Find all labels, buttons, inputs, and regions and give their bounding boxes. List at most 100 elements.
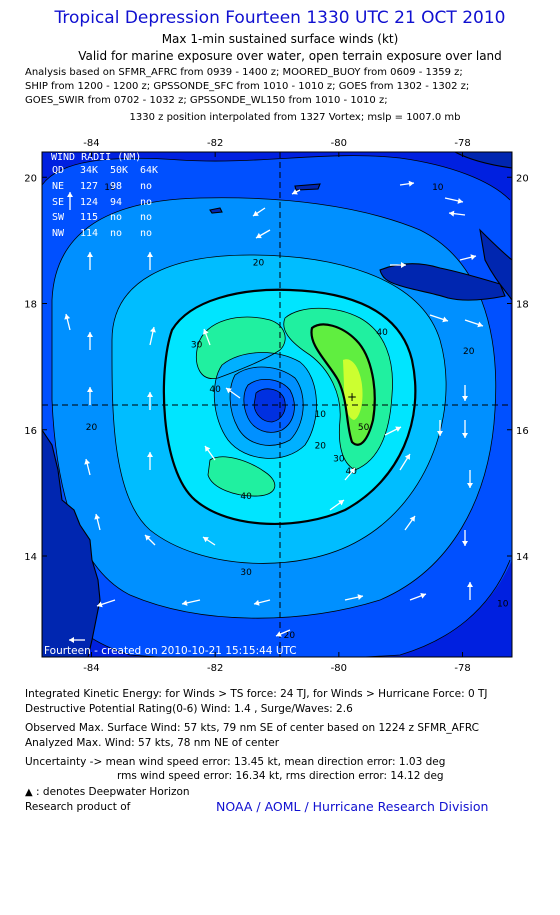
chart-subtitle-exposure: Valid for marine exposure over water, op… [78,49,502,63]
contour-band-40-sw [208,456,275,497]
wind-radii-cell: 98 [110,181,122,192]
wind-radii-cell: 124 [80,197,98,208]
wind-arrow [467,470,473,488]
wind-radii-cell: no [140,197,152,208]
x-tick-label: -84 [83,138,99,149]
wind-arrow [344,594,364,601]
wind-radii-cell: 127 [80,181,98,192]
ike-line: Integrated Kinetic Energy: for Winds > T… [25,688,488,700]
contour-label: 50 [358,423,370,433]
wind-radii-cell: SW [52,212,65,223]
observed-max-wind-line: Observed Max. Surface Wind: 57 kts, 79 n… [25,722,480,734]
uncertainty-mean-line: Uncertainty -> mean wind speed error: 13… [25,756,446,768]
wind-arrow [67,192,73,210]
wind-radii-cell: no [140,228,152,239]
wind-arrow [291,189,301,195]
x-tick-label: -82 [207,663,223,674]
contour-label: 30 [191,341,203,351]
wind-arrow [253,599,271,606]
chart-subtitle: Max 1-min sustained surface winds (kt) [161,32,399,46]
wind-radii-cell: no [110,228,122,239]
wind-arrow [390,262,406,268]
wind-arrow [204,445,216,461]
contour-label: 40 [240,492,252,502]
analysis-line: Analysis based on SFMR_AFRC from 0939 - … [25,67,463,78]
contour-label: 20 [253,259,265,269]
contour-label: 10 [104,183,116,193]
wind-arrow [202,536,216,546]
wind-radii-cell: 114 [80,228,98,239]
wind-radii-table: WIND RADII (NM) QD 34K 50K 64K NE 127 98… [51,152,158,239]
wind-arrow [94,513,101,531]
wind-arrow [409,592,427,601]
map-created-stamp: Fourteen - created on 2010-10-21 15:15:4… [44,645,297,657]
wind-arrow [96,599,116,608]
wind-arrow [202,328,211,346]
wind-arrow [147,392,153,410]
x-tick-label: -78 [454,663,470,674]
deepwater-legend: ▲ : denotes Deepwater Horizon [25,786,190,798]
wind-radii-cell: 94 [110,197,122,208]
wind-arrow [459,254,477,261]
contour-34kt [162,288,417,526]
wind-radii-cell: NW [52,228,65,239]
wind-arrow [437,420,443,436]
analysis-line: GOES_SWIR from 0702 - 1032 z; GPSSONDE_W… [25,95,388,106]
contour-label: 40 [376,328,388,338]
contour-label: 20 [463,347,475,357]
contour-label: 20 [284,631,296,641]
wind-arrow [87,332,93,350]
y-tick-label: 14 [24,552,37,563]
y-tick-label: 16 [24,426,37,437]
contour-label: 10 [497,600,509,610]
y-tick-label: 14 [516,552,529,563]
wind-arrow [462,385,468,401]
wind-arrow [464,319,484,328]
plot-frame [41,151,513,658]
wind-arrow [181,599,201,606]
contour-label: 20 [86,423,98,433]
wind-arrow [64,313,71,331]
deepwater-legend-text: : denotes Deepwater Horizon [36,786,190,798]
storm-center-marker: + [347,390,357,404]
eye-core [254,388,286,422]
wind-arrow [448,210,466,217]
noaa-aoml-hrd-link[interactable]: NOAA / AOML / Hurricane Research Divisio… [216,799,489,814]
wind-radii-cell: no [140,181,152,192]
analysis-line: SHIP from 1200 - 1200 z; GPSSONDE_SFC fr… [25,81,470,92]
x-tick-label: -84 [83,663,99,674]
wind-arrow [87,387,93,405]
wind-arrow [252,207,266,217]
wind-radii-cell: no [140,212,152,223]
wind-radii-cell: NE [52,181,64,192]
wind-arrow [429,314,449,323]
x-tick-label: -78 [454,138,470,149]
wind-radii-cell: SE [52,197,64,208]
wind-arrow [225,387,241,399]
wind-analysis-map: + 1010102020202030303040404040502010 WIN… [24,138,529,674]
wind-arrow [147,252,153,270]
wind-vectors [64,180,484,643]
wind-arrow [384,426,402,436]
wind-arrow [69,637,85,643]
wind-arrow [467,582,473,600]
contour-label: 10 [315,410,327,420]
wind-arrow [329,499,345,511]
cayman-islands [294,183,321,191]
chart-title: Tropical Depression Fourteen 1330 UTC 21… [54,8,506,28]
research-product-label: Research product of [25,801,131,813]
wind-arrow [462,530,468,546]
contour-label: 40 [209,385,221,395]
hispaniola-coast [479,228,512,301]
wind-arrow [275,629,291,637]
contour-label: 30 [333,454,345,464]
x-tick-label: -80 [331,663,347,674]
x-tick-label: -80 [331,138,347,149]
wind-arrow [144,534,156,546]
y-tick-label: 20 [516,173,529,184]
contour-50kt [310,323,376,446]
cuba-coast [454,152,512,169]
jamaica-coast [379,263,506,301]
oil-rig-icon: ▲ [25,787,33,798]
wind-arrow [84,458,91,476]
